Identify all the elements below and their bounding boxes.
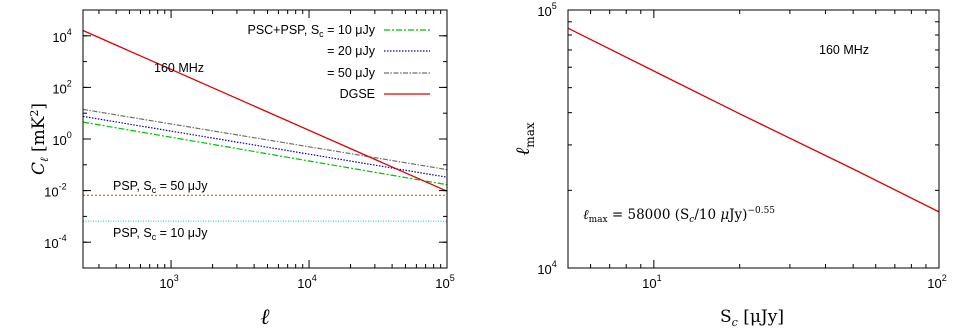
right-x-tick-label: 101 <box>642 273 661 291</box>
left-y-axis: 10-4 10-2 100 102 104 <box>44 9 447 269</box>
left-series-group <box>83 29 447 222</box>
left-x-axis: 103 104 105 <box>98 10 455 291</box>
right-plot-frame <box>567 9 940 269</box>
left-chart: 103 104 105 10-4 10-2 100 102 104 Cℓ [mK2] ℓ 1… <box>28 9 455 330</box>
right-x-tick-label: 102 <box>927 273 946 291</box>
left-y-tick-label: 104 <box>52 27 71 45</box>
left-y-tick-label: 102 <box>52 78 71 96</box>
left-series-line-3 <box>83 29 447 192</box>
right-series-group <box>568 27 939 213</box>
right-frequency-annotation: 160 MHz <box>819 43 869 57</box>
left-x-axis-label: ℓ <box>260 305 270 330</box>
right-x-axis-label: Sc [μJy] <box>720 307 784 329</box>
right-x-axis: 101 102 <box>590 10 947 291</box>
left-frequency-annotation: 160 MHz <box>154 61 204 75</box>
right-y-axis: 104 105 <box>537 1 939 277</box>
legend-label-50: = 50 μJy <box>327 66 376 80</box>
left-legend: PSC+PSP, Sc = 10 μJy = 20 μJy = 50 μJy D… <box>247 23 430 101</box>
left-y-tick-label: 10-4 <box>44 233 66 251</box>
right-y-tick-label: 105 <box>537 1 556 19</box>
legend-label-dgse: DGSE <box>340 87 375 101</box>
psp-10-label: PSP, Sc = 10 μJy <box>113 226 208 242</box>
right-y-axis-label: ℓmax <box>512 122 537 155</box>
psp-50-label: PSP, Sc = 50 μJy <box>113 179 208 195</box>
legend-label-20: = 20 μJy <box>327 44 376 58</box>
left-x-tick-label: 105 <box>435 273 454 291</box>
left-x-tick-label: 103 <box>159 273 178 291</box>
left-y-tick-label: 10-2 <box>44 182 66 200</box>
right-series-line-0 <box>568 27 939 213</box>
formula-annotation: ℓmax = 58000 (Sc/10 μJy)−0.55 <box>583 206 775 225</box>
right-y-tick-label: 104 <box>537 259 556 277</box>
legend-label-psc-psp-10: PSC+PSP, Sc = 10 μJy <box>247 23 375 39</box>
left-x-tick-label: 104 <box>297 273 316 291</box>
left-series-line-0 <box>83 121 447 186</box>
left-y-tick-label: 100 <box>52 130 71 148</box>
left-series-line-1 <box>83 115 447 178</box>
left-y-axis-label: Cℓ [mK2] <box>28 103 51 175</box>
right-chart: 101 102 104 105 ℓmax Sc [μJy] 160 MHz ℓmax… <box>512 1 947 329</box>
left-series-line-2 <box>83 108 447 171</box>
